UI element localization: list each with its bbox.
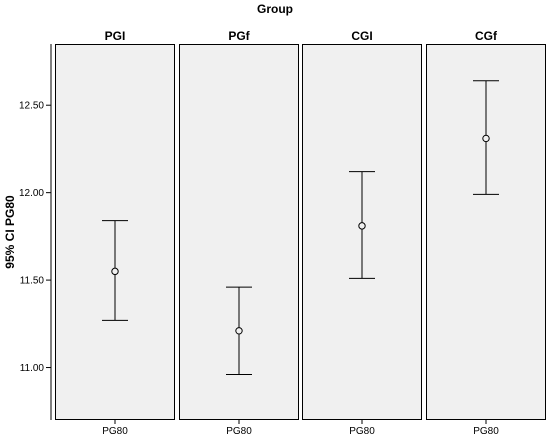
y-tick-label: 11.50	[20, 276, 45, 287]
x-tick-label: PG80	[473, 426, 499, 437]
mean-marker	[235, 327, 243, 335]
x-tick-label: PG80	[226, 426, 252, 437]
y-axis-label: 95% CI PG80	[3, 195, 17, 269]
mean-marker	[111, 267, 119, 276]
panel-title: CGf	[475, 29, 498, 43]
chart-group-title: Group	[257, 2, 293, 16]
panel-title: PGI	[105, 29, 126, 43]
y-tick-label: 11.00	[20, 363, 45, 374]
y-tick-label: 12.50	[19, 101, 44, 112]
x-tick-label: PG80	[349, 426, 375, 437]
mean-marker	[358, 222, 366, 230]
panel-title: PGf	[228, 29, 250, 43]
mean-marker	[482, 134, 490, 143]
y-tick-label: 12.00	[19, 188, 44, 199]
x-tick-label: PG80	[102, 426, 128, 437]
panel-title: CGI	[351, 29, 372, 43]
